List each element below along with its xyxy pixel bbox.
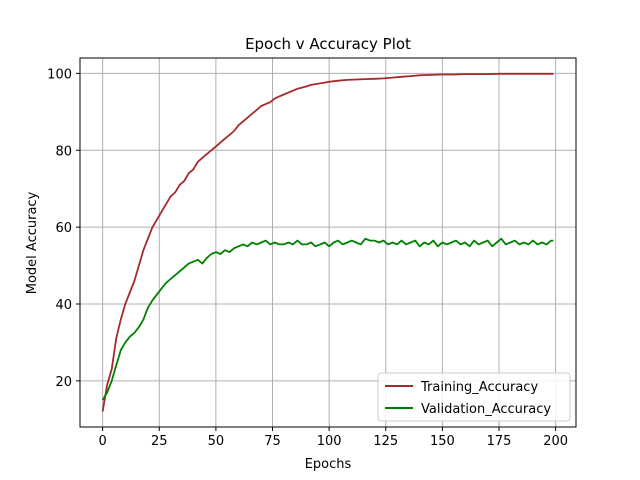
y-tick-label: 40 (55, 298, 72, 313)
series-layer (101, 72, 554, 412)
x-tick-label: 175 (487, 434, 512, 449)
x-tick-label: 50 (208, 434, 225, 449)
x-tick-label: 100 (317, 434, 342, 449)
plot-frame (79, 57, 577, 428)
y-axis-label: Model Accuracy (25, 191, 40, 294)
plot-background (80, 58, 576, 427)
x-tick-label: 150 (430, 434, 455, 449)
training-accuracy-line (101, 72, 554, 412)
legend: Training_Accuracy Validation_Accuracy (377, 372, 571, 422)
y-tick-label: 60 (55, 221, 72, 236)
legend-box (377, 372, 571, 422)
validation-accuracy-line (101, 237, 554, 401)
y-tick-label: 100 (47, 67, 72, 82)
x-tick-label: 25 (151, 434, 168, 449)
legend-label-validation: Validation_Accuracy (421, 402, 551, 417)
plot-area (79, 57, 577, 428)
x-tick-label: 200 (543, 434, 568, 449)
chart-title: Epoch v Accuracy Plot (245, 35, 411, 53)
y-axis-ticks: 20 40 60 80 100 (47, 67, 80, 390)
x-tick-label: 75 (264, 434, 281, 449)
legend-label-training: Training_Accuracy (420, 380, 538, 395)
x-axis-label: Epochs (305, 457, 352, 472)
y-tick-label: 20 (55, 375, 72, 390)
x-tick-label: 125 (373, 434, 398, 449)
x-axis-ticks: 0 25 50 75 100 125 150 175 200 (99, 427, 568, 449)
y-tick-label: 80 (55, 144, 72, 159)
x-tick-label: 0 (99, 434, 107, 449)
